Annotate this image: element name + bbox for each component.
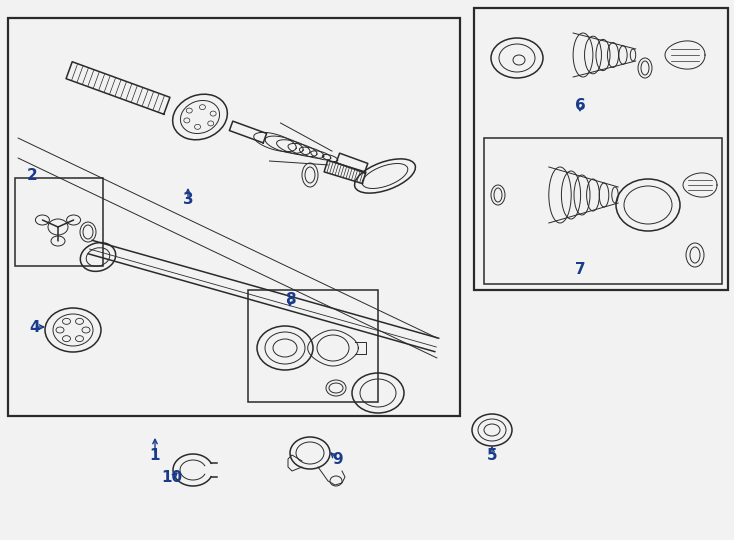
- Text: 4: 4: [29, 320, 40, 334]
- Text: 6: 6: [575, 98, 586, 112]
- Text: 7: 7: [575, 262, 585, 278]
- Text: 2: 2: [26, 167, 37, 183]
- Text: 5: 5: [487, 448, 498, 462]
- Text: 3: 3: [183, 192, 193, 207]
- Text: 9: 9: [333, 453, 344, 468]
- Bar: [8, 18, 460, 416]
- Bar: [248, 290, 378, 402]
- Text: 8: 8: [285, 293, 295, 307]
- Text: 10: 10: [161, 470, 183, 485]
- Bar: [484, 138, 722, 284]
- Bar: [15, 178, 103, 266]
- Bar: [474, 8, 728, 290]
- Text: 1: 1: [150, 448, 160, 462]
